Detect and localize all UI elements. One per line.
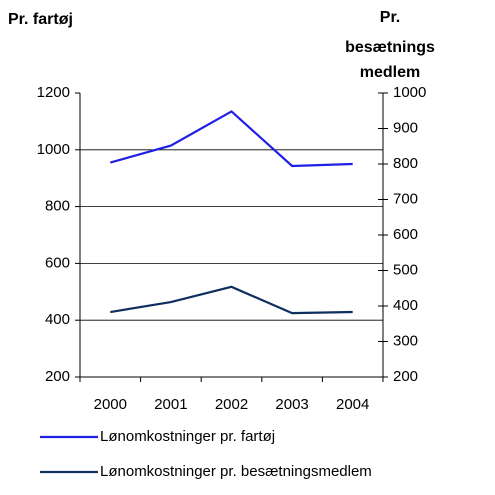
x-tick-label: 2001 xyxy=(154,396,187,413)
y-tick-label: 800 xyxy=(45,198,70,215)
y-tick-label: 1000 xyxy=(37,141,70,158)
y2-axis-title: Pr. xyxy=(380,9,400,26)
y2-tick-label: 900 xyxy=(393,119,418,136)
x-tick-label: 2002 xyxy=(215,396,248,413)
y2-tick-label: 200 xyxy=(393,368,418,385)
y2-tick-label: 600 xyxy=(393,226,418,243)
y-tick-label: 400 xyxy=(45,311,70,328)
x-tick-label: 2000 xyxy=(94,396,127,413)
y2-tick-label: 500 xyxy=(393,261,418,278)
x-tick-label: 2004 xyxy=(336,396,369,413)
y-tick-label: 600 xyxy=(45,254,70,271)
y2-tick-label: 400 xyxy=(393,297,418,314)
series-line xyxy=(110,285,353,315)
y-axis-title: Pr. fartøj xyxy=(8,11,73,28)
y2-tick-label: 700 xyxy=(393,190,418,207)
y-tick-label: 200 xyxy=(45,368,70,385)
y2-axis-title: besætnings xyxy=(345,39,435,56)
y2-tick-label: 300 xyxy=(393,332,418,349)
x-tick-label: 2003 xyxy=(275,396,308,413)
series-line xyxy=(110,110,353,168)
legend-label: Lønomkostninger pr. fartøj xyxy=(100,428,275,445)
legend-label: Lønomkostninger pr. besætningsmedlem xyxy=(100,463,372,480)
y-tick-label: 1200 xyxy=(37,84,70,101)
y2-axis-title: medlem xyxy=(360,64,420,81)
y2-tick-label: 800 xyxy=(393,155,418,172)
y2-tick-label: 1000 xyxy=(393,84,426,101)
